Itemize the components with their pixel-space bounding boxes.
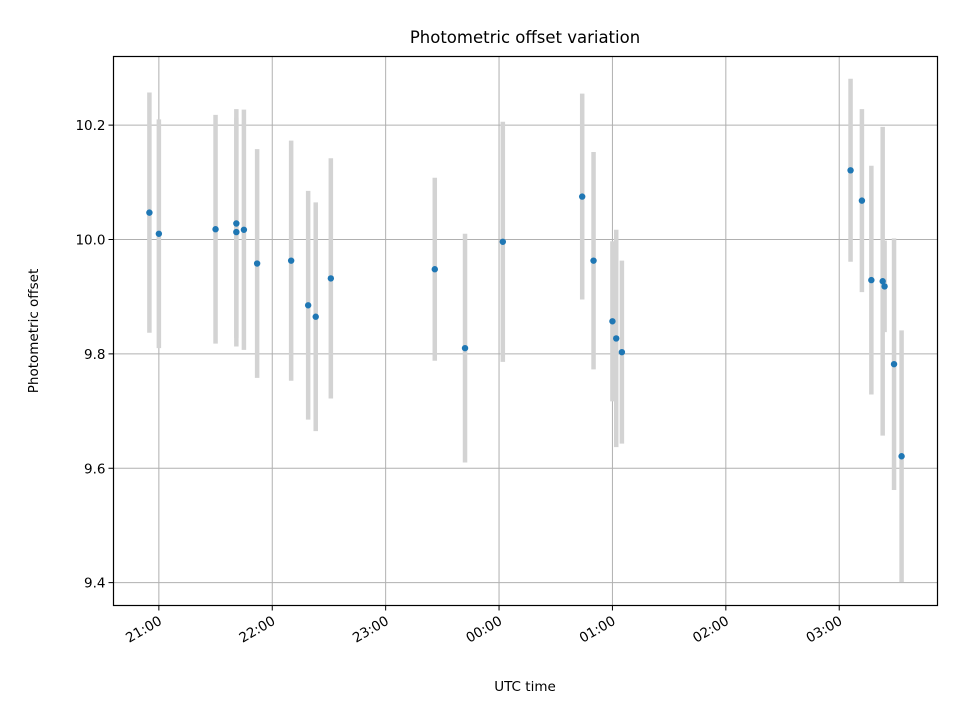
data-point bbox=[847, 167, 854, 174]
data-point bbox=[312, 313, 319, 320]
data-point bbox=[431, 266, 438, 273]
x-axis-label: UTC time bbox=[494, 679, 556, 695]
y-tick-label: 10.0 bbox=[75, 233, 105, 249]
chart-title: Photometric offset variation bbox=[410, 28, 640, 47]
data-point bbox=[327, 275, 335, 282]
data-point bbox=[212, 226, 219, 233]
y-axis: 9.4 9.6 9.8 10.0 10.2 bbox=[75, 118, 114, 592]
data-point bbox=[879, 278, 886, 285]
data-point bbox=[578, 193, 586, 200]
data-point bbox=[461, 344, 469, 352]
data-point bbox=[146, 209, 153, 216]
data-point bbox=[858, 197, 866, 204]
data-point bbox=[881, 283, 888, 290]
data-point bbox=[287, 257, 295, 264]
y-axis-label: Photometric offset bbox=[26, 269, 42, 393]
data-point bbox=[233, 220, 240, 227]
plot-frame bbox=[112, 55, 939, 607]
y-tick-label: 9.4 bbox=[84, 576, 105, 592]
y-tick-label: 10.2 bbox=[75, 118, 105, 134]
data-point bbox=[499, 238, 507, 245]
y-tick-label: 9.8 bbox=[84, 347, 105, 363]
data-point bbox=[240, 226, 248, 233]
data-point bbox=[253, 260, 261, 267]
data-point bbox=[590, 257, 597, 264]
data-points bbox=[146, 167, 905, 460]
data-point bbox=[609, 318, 616, 325]
y-tick-label: 9.6 bbox=[84, 461, 105, 477]
data-point bbox=[618, 348, 626, 356]
data-point bbox=[898, 453, 905, 460]
data-point bbox=[868, 276, 875, 284]
data-point bbox=[613, 335, 620, 342]
data-point bbox=[155, 230, 163, 237]
data-point bbox=[233, 228, 240, 236]
data-point bbox=[304, 302, 312, 309]
data-point bbox=[890, 360, 898, 368]
